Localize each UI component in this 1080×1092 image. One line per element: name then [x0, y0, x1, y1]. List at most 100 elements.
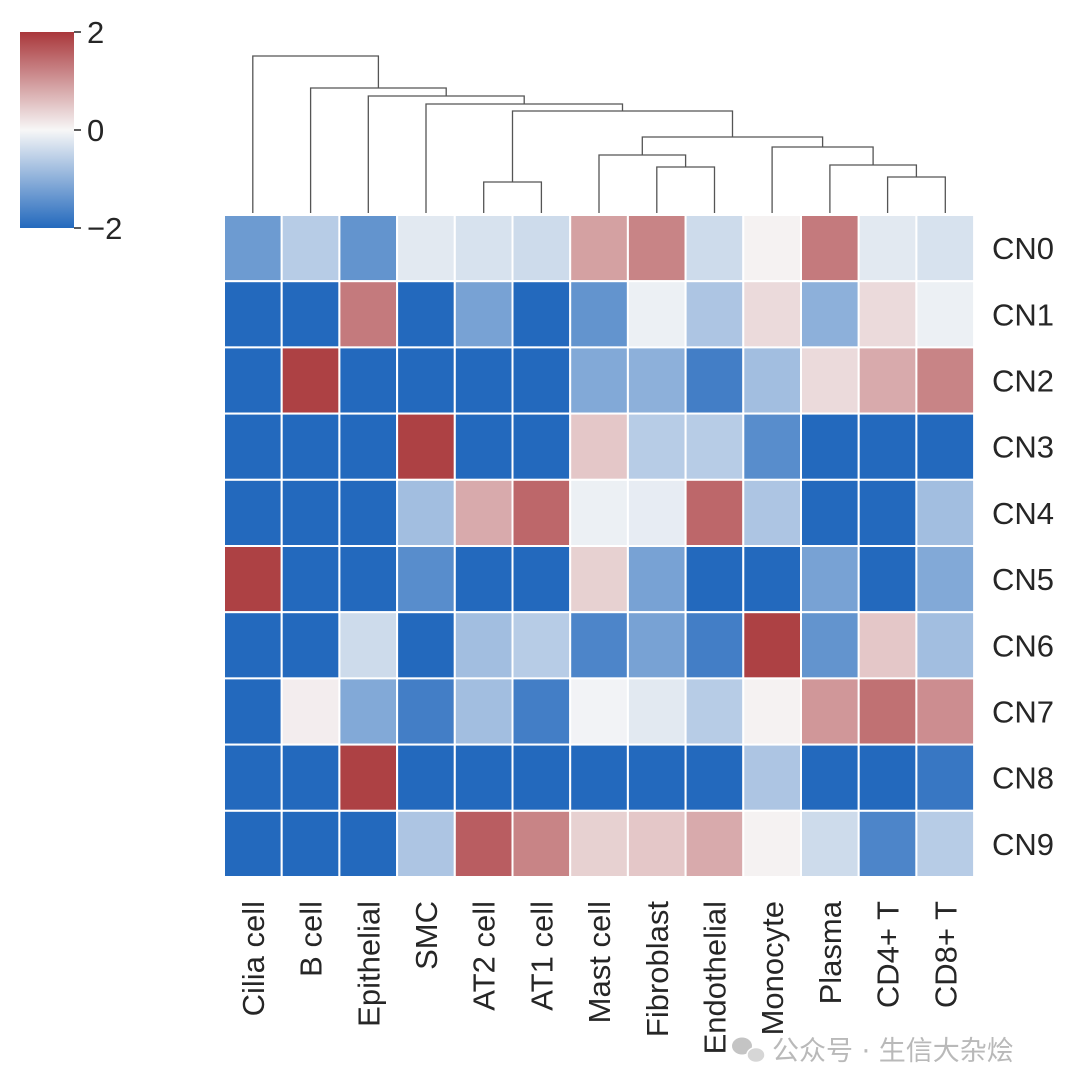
colorbar-tick-label: 0	[87, 113, 104, 148]
heatmap-cell	[857, 478, 918, 547]
heatmap-cell	[742, 280, 802, 349]
heatmap-cell	[511, 809, 572, 878]
heatmap-cell	[223, 214, 283, 283]
heatmap-cell	[338, 545, 399, 614]
heatmap-cell	[800, 809, 860, 878]
row-label: CN7	[992, 695, 1054, 730]
heatmap-cell	[742, 743, 802, 812]
heatmap-cell	[684, 280, 745, 349]
heatmap-cell	[396, 214, 456, 283]
heatmap-cell	[742, 214, 802, 283]
heatmap-cell	[511, 677, 572, 746]
heatmap-cell	[396, 346, 456, 415]
dendrogram-link	[886, 176, 946, 213]
heatmap-cell	[396, 412, 456, 481]
heatmap-cell	[453, 280, 514, 349]
heatmap-cell	[396, 280, 456, 349]
heatmap-cell	[626, 280, 687, 349]
heatmap-cell	[453, 478, 514, 547]
heatmap-cell	[223, 809, 283, 878]
heatmap-cell	[800, 412, 860, 481]
heatmap-cell	[915, 743, 976, 812]
heatmap-cell	[569, 743, 629, 812]
heatmap-cell	[223, 346, 283, 415]
heatmap-cell	[915, 677, 976, 746]
dendrogram-link	[641, 136, 824, 155]
column-labels: Cilia cell B cell Epithelial SMC AT2 cell AT1…	[236, 900, 963, 1054]
column-label: CD4+ T	[871, 901, 906, 1008]
heatmap-cell	[569, 545, 629, 614]
heatmap-cell	[569, 478, 629, 547]
heatmap-cell	[396, 677, 456, 746]
heatmap-grid	[223, 214, 976, 878]
heatmap-cell	[857, 545, 918, 614]
heatmap-cell	[742, 478, 802, 547]
heatmap-cell	[684, 478, 745, 547]
column-label: Plasma	[813, 900, 848, 1004]
wechat-icon	[732, 1037, 766, 1064]
heatmap-cell	[280, 743, 341, 812]
heatmap-cell	[280, 478, 341, 547]
column-label: SMC	[409, 901, 444, 970]
heatmap-cell	[453, 677, 514, 746]
heatmap-cell	[857, 280, 918, 349]
heatmap-cell	[223, 478, 283, 547]
dendrogram-link	[771, 146, 874, 213]
heatmap-cell	[453, 809, 514, 878]
dendrogram-link	[425, 103, 624, 213]
heatmap-cell	[280, 346, 341, 415]
heatmap-cell	[396, 809, 456, 878]
heatmap-cell	[857, 611, 918, 680]
watermark: 公众号 · 生信大杂烩	[732, 1036, 1014, 1067]
heatmap-cell	[511, 545, 572, 614]
heatmap-cell	[223, 611, 283, 680]
heatmap-cell	[915, 478, 976, 547]
row-labels: CN0 CN1 CN2 CN3 CN4 CN5 CN6 CN7 CN8 CN9	[992, 231, 1054, 862]
dendrogram-link	[367, 95, 525, 213]
heatmap-cell	[569, 809, 629, 878]
row-label: CN8	[992, 761, 1054, 796]
heatmap-cell	[453, 611, 514, 680]
column-label: Monocyte	[755, 901, 790, 1035]
heatmap-cell	[511, 214, 572, 283]
column-label: Fibroblast	[640, 901, 675, 1037]
row-label: CN3	[992, 430, 1054, 465]
heatmap-cell	[857, 809, 918, 878]
heatmap-cell	[569, 214, 629, 283]
heatmap-cell	[280, 280, 341, 349]
heatmap-cell	[626, 412, 687, 481]
heatmap-cell	[742, 677, 802, 746]
heatmap-cell	[915, 809, 976, 878]
heatmap-cell	[338, 478, 399, 547]
heatmap-cell	[915, 214, 976, 283]
heatmap-cell	[742, 346, 802, 415]
heatmap-cell	[742, 412, 802, 481]
heatmap-cell	[396, 743, 456, 812]
heatmap-cell	[511, 412, 572, 481]
row-label: CN5	[992, 562, 1054, 597]
heatmap-cell	[338, 412, 399, 481]
heatmap-cell	[223, 280, 283, 349]
colorbar-tick-label: 2	[87, 15, 104, 50]
heatmap-cell	[223, 412, 283, 481]
heatmap-cell	[280, 214, 341, 283]
column-label: Endothelial	[698, 901, 733, 1054]
heatmap-cell	[626, 809, 687, 878]
heatmap-cell	[280, 611, 341, 680]
heatmap-cell	[800, 346, 860, 415]
heatmap-cell	[338, 809, 399, 878]
heatmap-cell	[453, 412, 514, 481]
heatmap-cell	[453, 346, 514, 415]
heatmap-cell	[511, 478, 572, 547]
heatmap-cell	[626, 346, 687, 415]
heatmap-cell	[569, 412, 629, 481]
heatmap-cell	[800, 677, 860, 746]
heatmap-cell	[684, 214, 745, 283]
heatmap-cell	[915, 545, 976, 614]
heatmap-cell	[742, 809, 802, 878]
heatmap-cell	[857, 412, 918, 481]
heatmap-cell	[223, 545, 283, 614]
heatmap-cell	[396, 545, 456, 614]
heatmap-cell	[684, 611, 745, 680]
heatmap-cell	[396, 478, 456, 547]
